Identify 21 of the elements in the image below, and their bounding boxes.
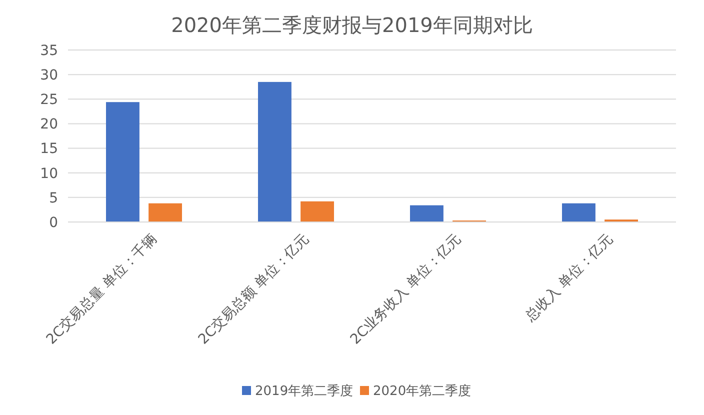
x-tick-label: 总收入 单位：亿元 bbox=[522, 230, 616, 326]
y-tick-label: 0 bbox=[49, 214, 58, 231]
y-tick-label: 25 bbox=[40, 92, 58, 108]
bar bbox=[562, 203, 596, 222]
x-tick-label: 2C交易总量 单位：千辆 bbox=[44, 230, 160, 348]
y-tick-label: 10 bbox=[40, 166, 58, 182]
y-tick-label: 30 bbox=[40, 67, 58, 84]
x-tick-label: 2C业务收入 单位：亿元 bbox=[348, 230, 464, 348]
bar bbox=[410, 205, 444, 222]
bar bbox=[148, 203, 182, 222]
legend-label: 2019年第二季度 bbox=[255, 383, 354, 399]
x-tick-label: 2C交易总额 单位：亿元 bbox=[196, 230, 312, 348]
y-tick-label: 35 bbox=[40, 42, 58, 59]
bar bbox=[300, 201, 334, 222]
bar bbox=[106, 102, 140, 222]
chart-title: 2020年第二季度财报与2019年同期对比 bbox=[171, 13, 533, 37]
y-tick-label: 20 bbox=[40, 116, 58, 133]
legend-label: 2020年第二季度 bbox=[373, 383, 472, 399]
y-tick-label: 15 bbox=[40, 141, 58, 158]
y-tick-label: 5 bbox=[49, 190, 58, 206]
bar bbox=[258, 82, 292, 222]
